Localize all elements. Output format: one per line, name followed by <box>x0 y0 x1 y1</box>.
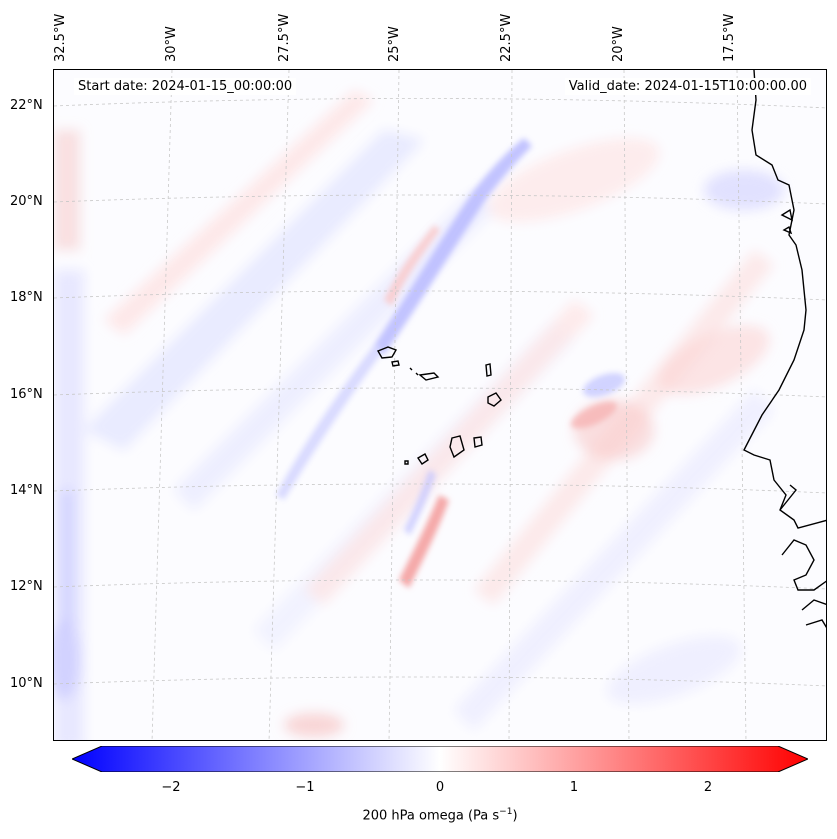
map-background <box>54 70 826 740</box>
island-santo-antao <box>376 346 398 359</box>
island-boa-vista <box>487 392 502 407</box>
lon-label: 25°W <box>387 26 402 62</box>
island-sal <box>485 363 492 377</box>
island-fogo <box>417 453 429 465</box>
colorbar-svg <box>70 745 810 773</box>
coastline <box>743 70 826 629</box>
lat-label: 10°N <box>10 676 43 691</box>
lat-label: 16°N <box>10 387 43 402</box>
colorbar-tick: 1 <box>569 780 579 795</box>
colorbar-tick: −1 <box>295 780 315 795</box>
omega-field <box>54 90 784 740</box>
lat-label: 18°N <box>10 290 43 305</box>
lon-label: 22.5°W <box>499 13 514 62</box>
lon-label: 17.5°W <box>722 13 737 62</box>
omega-strong-features <box>276 138 625 588</box>
colorbar-tick: −2 <box>161 780 181 795</box>
island-maio <box>473 436 483 448</box>
colorbar-bar <box>70 745 810 773</box>
island-santa-luzia <box>409 367 419 376</box>
colorbar-label: 200 hPa omega (Pa s−1) <box>362 807 518 824</box>
lon-label: 32.5°W <box>53 13 68 62</box>
lat-label: 12°N <box>10 579 43 594</box>
lon-label: 20°W <box>611 26 626 62</box>
colorbar-tick: 2 <box>703 780 713 795</box>
colorbar <box>70 745 810 773</box>
lat-label: 22°N <box>10 98 43 113</box>
valid-date-label: Valid_date: 2024-01-15T10:00:00.00 <box>564 78 811 95</box>
lon-label: 27.5°W <box>277 13 292 62</box>
map-panel <box>53 69 827 741</box>
start-date-label: Start date: 2024-01-15_00:00:00 <box>74 78 297 95</box>
omega-field-map <box>54 70 826 740</box>
colorbar-tick: 0 <box>435 780 445 795</box>
lat-label: 20°N <box>10 194 43 209</box>
island-sao-nicolau <box>418 372 440 381</box>
cape-verde-islands <box>376 346 502 465</box>
island-santiago <box>449 435 465 459</box>
lon-label: 30°W <box>164 26 179 62</box>
island-sao-vicente <box>391 360 400 367</box>
lat-label: 14°N <box>10 483 43 498</box>
graticule <box>54 70 826 740</box>
island-brava <box>404 460 409 465</box>
